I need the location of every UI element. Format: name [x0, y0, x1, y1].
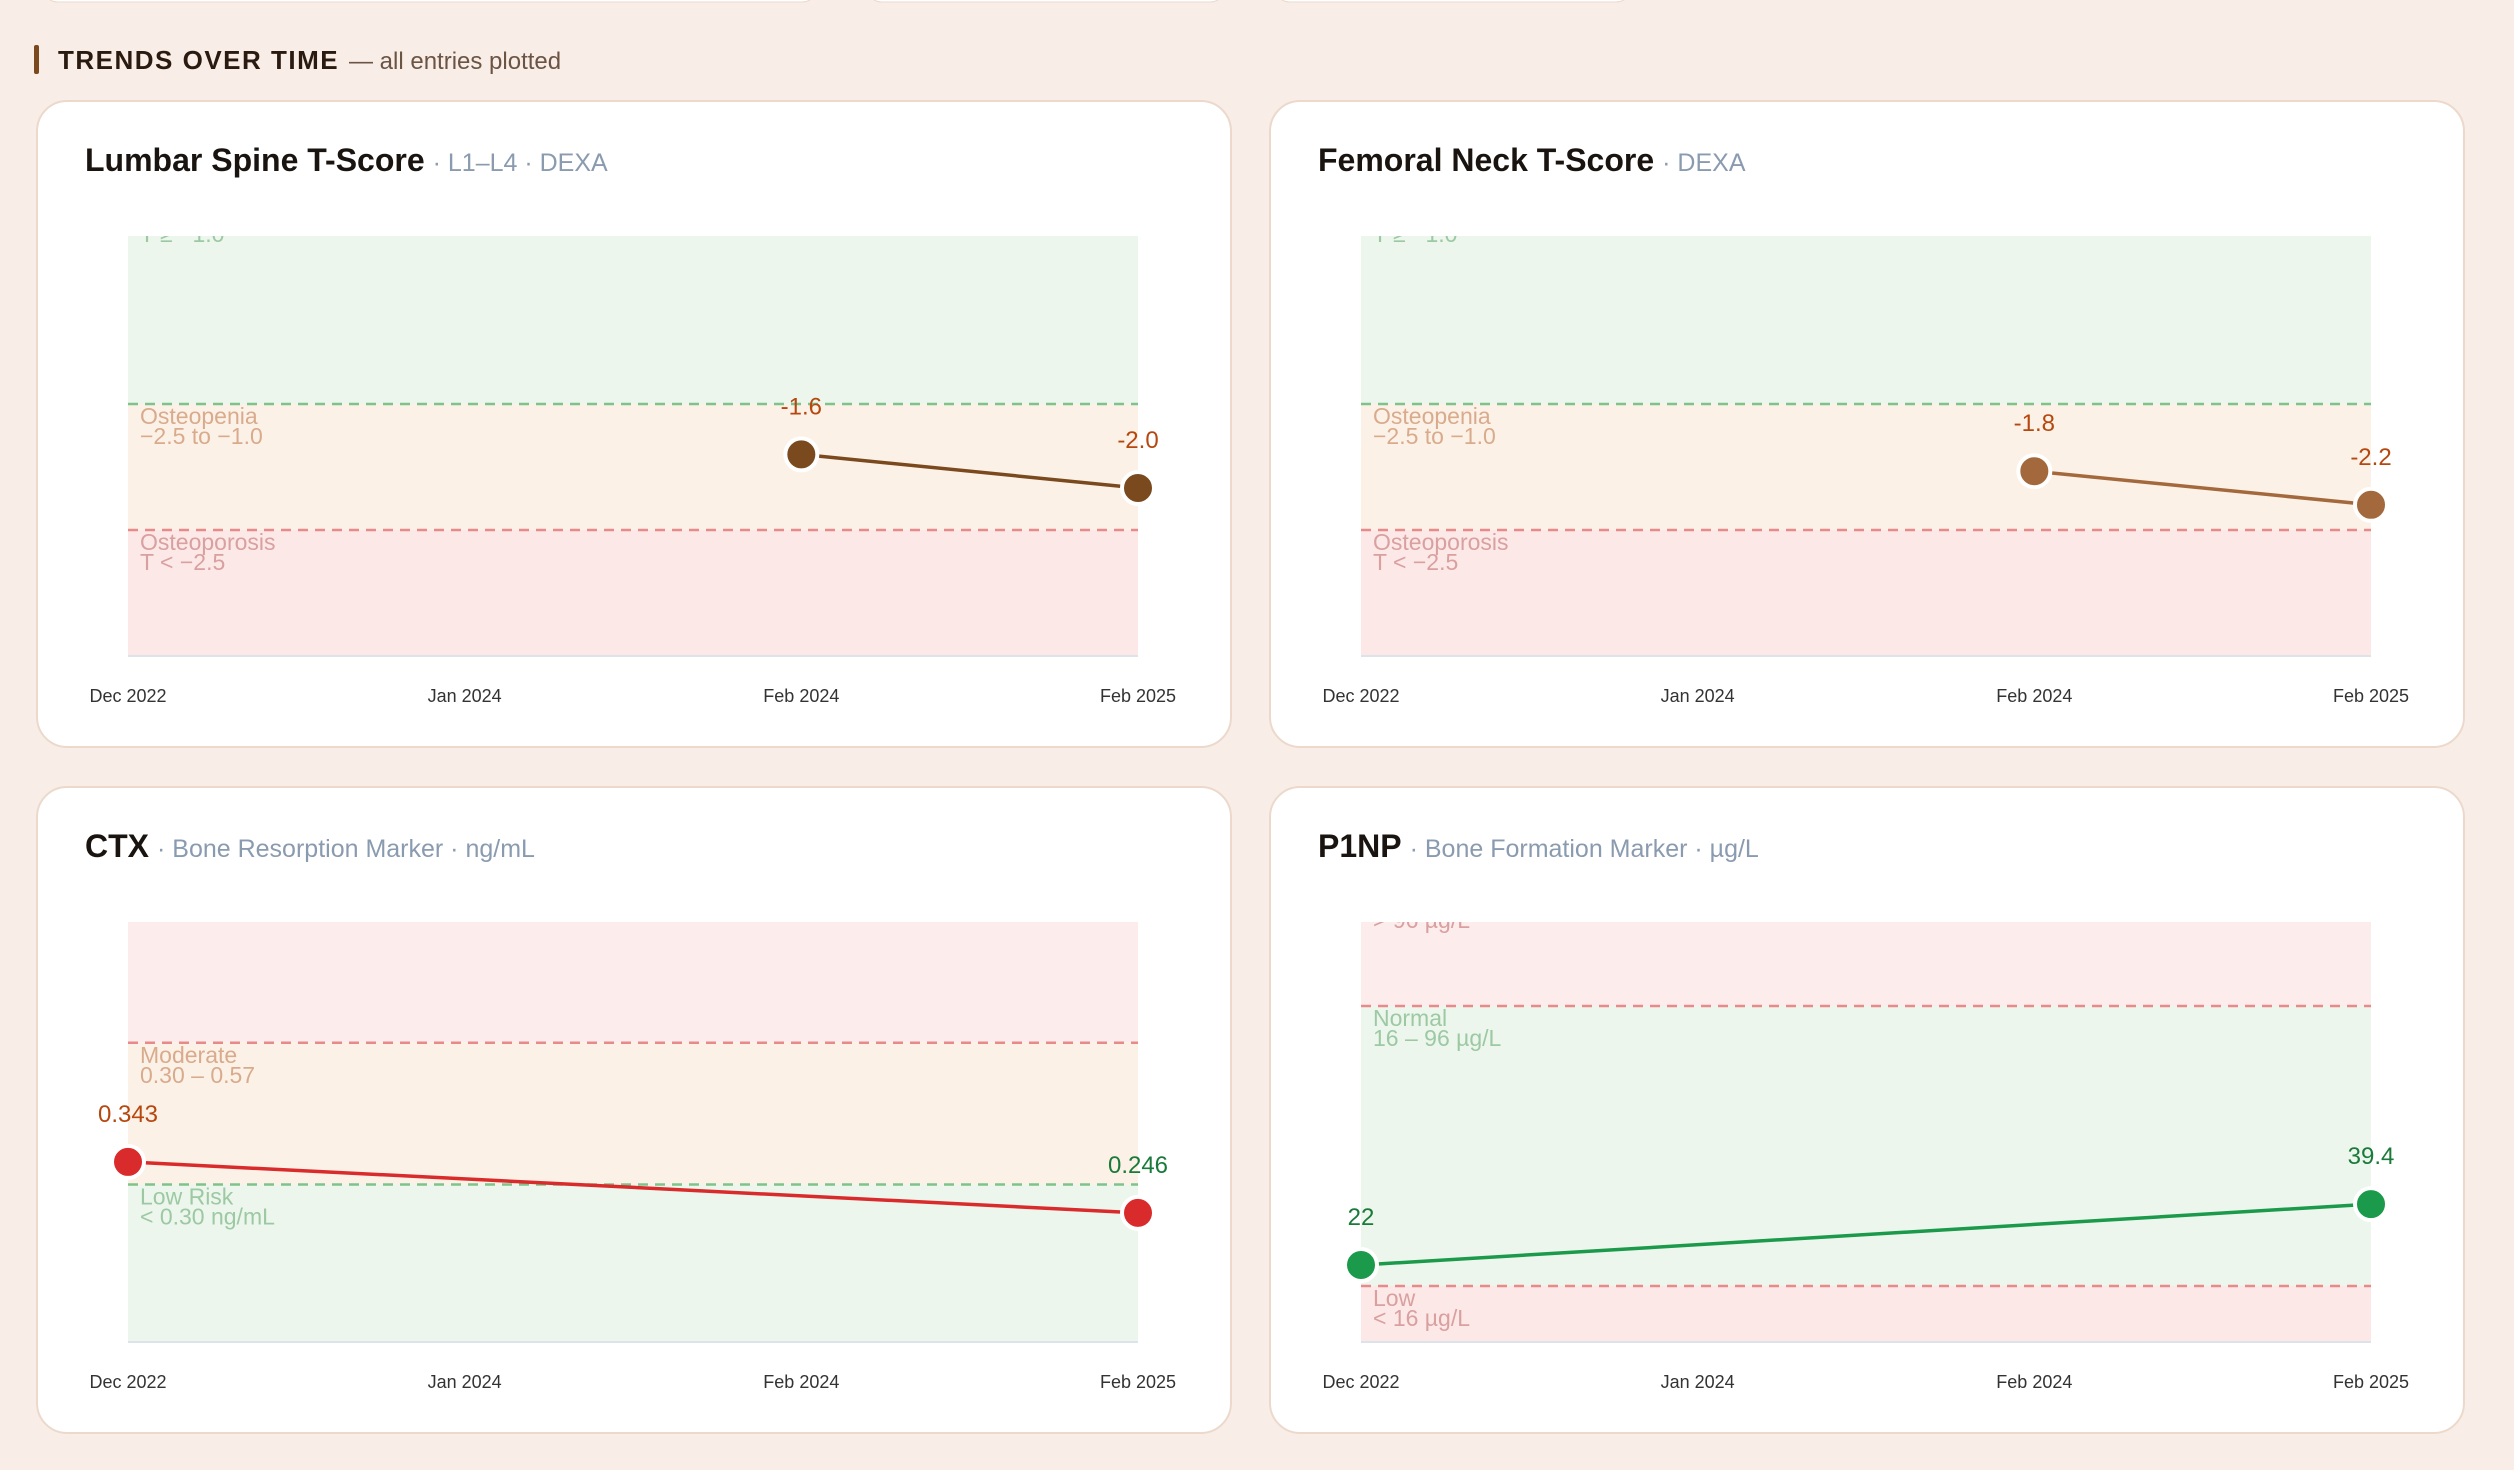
x-tick-label: Feb 2024	[1996, 686, 2072, 706]
zone-band	[128, 404, 1138, 530]
chart-heading: P1NP · Bone Formation Marker · µg/L	[1318, 828, 1759, 864]
chart-subtitle: · DEXA	[1662, 149, 1746, 177]
zone-label: T ≥ −1.0	[1373, 221, 1457, 247]
zone-label: 0.30 – 0.57	[140, 1062, 255, 1088]
value-label: -1.6	[781, 393, 822, 420]
plot-area: T ≥ −1.0 Osteopenia−2.5 to −1.0 Osteoporos…	[128, 221, 1138, 656]
data-point	[2353, 1186, 2389, 1223]
tab[interactable]	[866, 0, 1226, 3]
zone-label: Low	[1373, 1285, 1416, 1311]
data-point	[2016, 453, 2053, 490]
x-tick-label: Jan 2024	[428, 1372, 502, 1392]
chart-card: P1NP · Bone Formation Marker · µg/L > 96 µ…	[1269, 786, 2465, 1434]
zone-band	[1361, 922, 2371, 1006]
chart-card: Lumbar Spine T-Score · L1–L4 · DEXA T ≥ −1…	[36, 100, 1232, 748]
zone-band	[1361, 1006, 2371, 1286]
zone-label: > 96 µg/L	[1373, 907, 1470, 933]
chart-card: Femoral Neck T-Score · DEXA T ≥ −1.0 Osteop…	[1269, 100, 2465, 748]
x-tick-label: Dec 2022	[89, 1372, 166, 1392]
value-label: 0.246	[1108, 1152, 1168, 1179]
data-point	[110, 1143, 146, 1180]
tab[interactable]	[42, 0, 818, 3]
chart-subtitle: · Bone Resorption Marker · ng/mL	[157, 835, 535, 863]
x-tick-label: Jan 2024	[1661, 1372, 1735, 1392]
trend-line	[801, 452, 1139, 490]
chart-title: Lumbar Spine T-Score	[85, 142, 425, 178]
chart-heading: CTX · Bone Resorption Marker · ng/mL	[85, 828, 535, 864]
data-point	[2353, 486, 2389, 523]
zone-label: < 16 µg/L	[1373, 1305, 1470, 1331]
x-tick-label: Feb 2025	[1100, 686, 1176, 706]
trend-line	[2034, 469, 2372, 507]
trend-line	[1360, 1202, 2372, 1267]
chart-title: P1NP	[1318, 828, 1402, 864]
chart-subtitle: · Bone Formation Marker · µg/L	[1410, 835, 1759, 863]
value-label: 39.4	[2348, 1143, 2395, 1170]
section-marker	[34, 45, 39, 74]
x-tick-label: Feb 2025	[2333, 686, 2409, 706]
zone-label: Osteopenia	[140, 403, 258, 429]
zone-band	[1361, 1286, 2371, 1342]
zone-band	[128, 1184, 1138, 1342]
zone-label: Moderate	[140, 1042, 237, 1068]
zone-label: Normal	[1373, 1005, 1447, 1031]
tab[interactable]	[1274, 0, 1632, 3]
zone-label: T < −2.5	[140, 549, 225, 575]
chart-subtitle: · L1–L4 · DEXA	[433, 149, 608, 177]
zone-label: T < −2.5	[1373, 549, 1458, 575]
data-point	[1120, 1194, 1156, 1231]
section-subtitle: — all entries plotted	[349, 48, 561, 75]
x-tick-label: Feb 2024	[763, 686, 839, 706]
zone-label: Osteopenia	[1373, 403, 1491, 429]
value-label: 22	[1348, 1204, 1375, 1231]
chart-card: CTX · Bone Resorption Marker · ng/mL Moder…	[36, 786, 1232, 1434]
zone-label: 16 – 96 µg/L	[1373, 1025, 1502, 1051]
x-tick-label: Dec 2022	[89, 686, 166, 706]
zone-band	[1361, 236, 2371, 404]
chart-title: CTX	[85, 828, 150, 864]
chart-title: Femoral Neck T-Score	[1318, 142, 1654, 178]
data-point	[783, 436, 820, 473]
zone-label: T ≥ −1.0	[140, 221, 224, 247]
x-tick-label: Feb 2025	[2333, 1372, 2409, 1392]
zone-band	[128, 922, 1138, 1043]
chart-heading: Femoral Neck T-Score · DEXA	[1318, 142, 1746, 178]
plot-area: T ≥ −1.0 Osteopenia−2.5 to −1.0 Osteoporos…	[1361, 221, 2371, 656]
trend-line	[127, 1160, 1139, 1215]
value-label: 0.343	[98, 1101, 158, 1128]
data-point	[1120, 470, 1156, 506]
value-label: -1.8	[2014, 410, 2055, 437]
zone-band	[1361, 404, 2371, 530]
zone-label: Osteoporosis	[140, 529, 276, 555]
value-label: -2.2	[2350, 444, 2391, 471]
section-title: TRENDS OVER TIME	[58, 45, 339, 75]
zone-band	[128, 236, 1138, 404]
zone-label: −2.5 to −1.0	[1373, 423, 1496, 449]
x-tick-label: Dec 2022	[1322, 1372, 1399, 1392]
zone-label: Low Risk	[140, 1184, 234, 1210]
x-tick-label: Jan 2024	[1661, 686, 1735, 706]
x-tick-label: Jan 2024	[428, 686, 502, 706]
zone-label: −2.5 to −1.0	[140, 423, 263, 449]
x-tick-label: Dec 2022	[1322, 686, 1399, 706]
zone-label: Osteoporosis	[1373, 529, 1509, 555]
zone-band	[128, 1042, 1138, 1185]
chart-heading: Lumbar Spine T-Score · L1–L4 · DEXA	[85, 142, 608, 178]
value-label: -2.0	[1117, 427, 1158, 454]
zone-band	[128, 530, 1138, 656]
x-tick-label: Feb 2025	[1100, 1372, 1176, 1392]
x-tick-label: Feb 2024	[763, 1372, 839, 1392]
zone-band	[1361, 530, 2371, 656]
zone-label: < 0.30 ng/mL	[140, 1204, 275, 1230]
data-point	[1343, 1247, 1379, 1283]
x-tick-label: Feb 2024	[1996, 1372, 2072, 1392]
